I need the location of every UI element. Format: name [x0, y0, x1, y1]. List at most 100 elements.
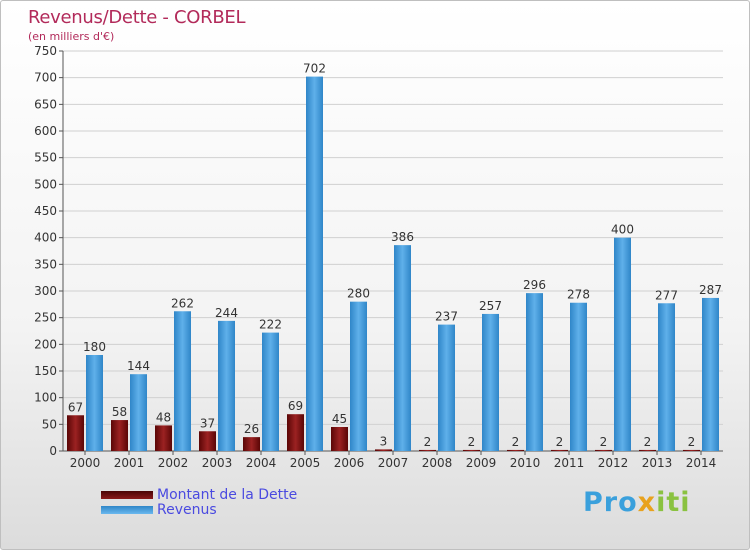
data-label-debt: 45: [332, 412, 347, 426]
data-label-debt: 67: [68, 400, 83, 414]
x-tick-label: 2012: [598, 456, 629, 470]
bar-debt: [375, 449, 392, 451]
data-label-debt: 3: [380, 434, 388, 448]
bar-revenue: [306, 76, 323, 451]
y-tick-label: 150: [34, 364, 57, 378]
x-tick-label: 2013: [642, 456, 673, 470]
data-label-debt: 2: [556, 435, 564, 449]
data-label-debt: 2: [512, 435, 520, 449]
chart-title: Revenus/Dette - CORBEL: [28, 7, 246, 28]
data-label-revenue: 222: [259, 318, 282, 332]
data-label-revenue: 296: [523, 278, 546, 292]
x-tick-label: 2004: [246, 456, 277, 470]
data-label-revenue: 180: [83, 340, 106, 354]
x-tick-label: 2006: [334, 456, 365, 470]
bar-debt: [639, 449, 656, 451]
data-label-debt: 37: [200, 416, 215, 430]
bar-revenue: [86, 355, 103, 451]
y-tick-label: 450: [34, 204, 57, 218]
y-tick-label: 750: [34, 44, 57, 58]
data-label-revenue: 277: [655, 288, 678, 302]
x-tick-label: 2014: [686, 456, 717, 470]
x-tick-label: 2010: [510, 456, 541, 470]
legend-label-revenue: Revenus: [157, 501, 217, 518]
data-label-revenue: 400: [611, 223, 634, 237]
grid-layer: 0 50 100 150 200 250 300 350 400 450 500 550 600 650 7…: [34, 44, 723, 458]
y-tick-label: 300: [34, 284, 57, 298]
bar-debt: [595, 449, 612, 451]
data-label-debt: 2: [688, 435, 696, 449]
chart-subtitle: (en milliers d'€): [28, 30, 115, 43]
bar-revenue: [174, 311, 191, 451]
data-label-revenue: 262: [171, 296, 194, 310]
bar-revenue: [394, 245, 411, 451]
data-label-revenue: 257: [479, 299, 502, 313]
bar-debt: [287, 414, 304, 451]
y-tick-label: 0: [49, 444, 57, 458]
bar-revenue: [218, 320, 235, 451]
bar-debt: [331, 427, 348, 451]
bar-revenue: [262, 332, 279, 451]
bar-debt: [683, 449, 700, 451]
x-tick-label: 2003: [202, 456, 233, 470]
x-tick-label: 2002: [158, 456, 189, 470]
bar-debt: [463, 449, 480, 451]
data-label-revenue: 237: [435, 310, 458, 324]
y-tick-label: 350: [34, 257, 57, 271]
bar-revenue: [482, 313, 499, 451]
y-tick-label: 250: [34, 311, 57, 325]
x-tick-label: 2011: [554, 456, 585, 470]
y-tick-label: 500: [34, 177, 57, 191]
bar-revenue: [570, 302, 587, 451]
x-tick-label: 2005: [290, 456, 321, 470]
x-tick-label: 2001: [114, 456, 145, 470]
bar-revenue: [614, 237, 631, 451]
bar-debt: [155, 425, 172, 451]
data-label-debt: 2: [424, 435, 432, 449]
y-tick-label: 700: [34, 71, 57, 85]
legend: Montant de la Dette Revenus: [101, 486, 298, 518]
labels-layer: 6718020005814420014826220023724420032622…: [68, 62, 722, 470]
bar-debt: [419, 449, 436, 451]
data-label-debt: 2: [468, 435, 476, 449]
bar-revenue: [658, 303, 675, 451]
bar-revenue: [702, 297, 719, 451]
y-tick-label: 100: [34, 391, 57, 405]
data-label-revenue: 278: [567, 288, 590, 302]
data-label-debt: 2: [644, 435, 652, 449]
y-tick-label: 550: [34, 151, 57, 165]
bar-debt: [551, 449, 568, 451]
data-label-debt: 69: [288, 399, 303, 413]
bar-revenue: [350, 301, 367, 451]
data-label-revenue: 287: [699, 283, 722, 297]
proxiti-logo: Proxiti: [583, 487, 691, 518]
bar-debt: [199, 431, 216, 451]
x-tick-label: 2008: [422, 456, 453, 470]
y-tick-label: 650: [34, 97, 57, 111]
y-tick-label: 600: [34, 124, 57, 138]
legend-item-revenue: Revenus: [101, 501, 297, 518]
data-label-revenue: 386: [391, 230, 414, 244]
legend-swatch-revenue: [101, 505, 153, 514]
y-tick-label: 50: [42, 417, 57, 431]
bar-debt: [507, 449, 524, 451]
bar-debt: [111, 420, 128, 451]
legend-item-debt: Montant de la Dette: [101, 486, 298, 503]
x-tick-label: 2007: [378, 456, 409, 470]
data-label-revenue: 244: [215, 306, 238, 320]
legend-label-debt: Montant de la Dette: [157, 486, 298, 503]
bar-debt: [243, 437, 260, 451]
data-label-revenue: 702: [303, 62, 326, 76]
data-label-revenue: 144: [127, 359, 150, 373]
x-tick-label: 2009: [466, 456, 497, 470]
x-tick-label: 2000: [70, 456, 101, 470]
data-label-debt: 26: [244, 422, 259, 436]
bars-layer: [67, 76, 719, 451]
data-label-revenue: 280: [347, 287, 370, 301]
bar-revenue: [438, 324, 455, 451]
bar-revenue: [130, 374, 147, 451]
y-tick-label: 400: [34, 231, 57, 245]
bar-revenue: [526, 293, 543, 451]
